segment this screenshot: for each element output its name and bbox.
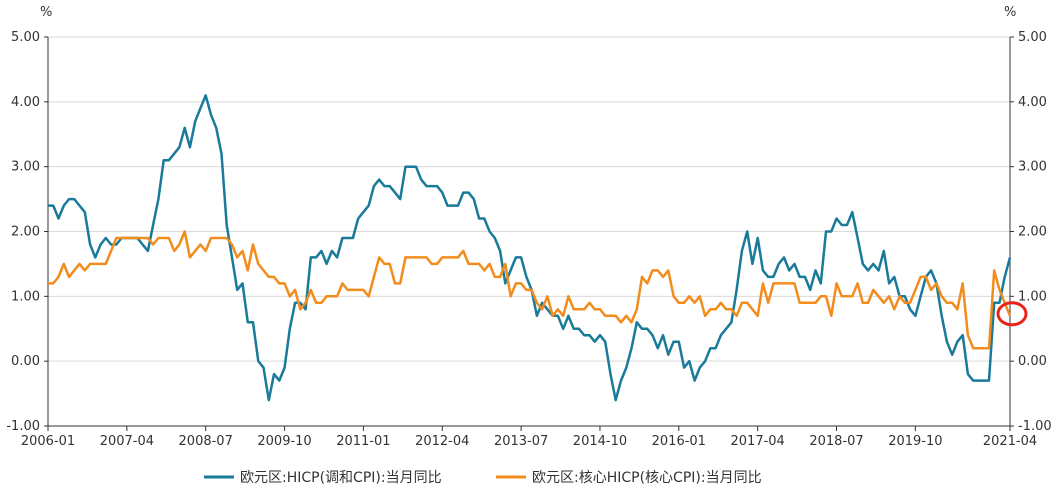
y-unit-left: % <box>40 5 52 20</box>
y-tick-label-right: 1.00 <box>1018 289 1047 304</box>
y-tick-label-left: 3.00 <box>11 160 40 175</box>
x-tick-label: 2018-07 <box>809 434 863 449</box>
y-tick-label-right: 5.00 <box>1018 30 1047 45</box>
y-axis-right: 5.00 4.00 3.00 2.00 1.00 0.00 -1.00 <box>1010 30 1052 434</box>
y-tick-label-right: 0.00 <box>1018 354 1047 369</box>
y-axis-left: 5.00 4.00 3.00 2.00 1.00 0.00 -1.00 <box>6 30 48 434</box>
x-tick-label: 2017-04 <box>731 434 785 449</box>
y-tick-label-right: 3.00 <box>1018 160 1047 175</box>
x-tick-label: 2006-01 <box>21 434 75 449</box>
y-tick-label-left: 0.00 <box>11 354 40 369</box>
x-tick-label: 2009-10 <box>257 434 311 449</box>
y-tick-label-right: -1.00 <box>1018 419 1052 434</box>
series-lines <box>48 94 1012 402</box>
x-tick-label: 2021-04 <box>983 434 1037 449</box>
series-line-core-hicp <box>48 230 1012 350</box>
y-tick-label-left: 5.00 <box>11 30 40 45</box>
y-tick-label-right: 2.00 <box>1018 225 1047 240</box>
y-tick-label-right: 4.00 <box>1018 95 1047 110</box>
legend-label-hicp: 欧元区:HICP(调和CPI):当月同比 <box>240 470 442 486</box>
x-tick-label: 2019-10 <box>888 434 942 449</box>
annotation <box>996 301 1028 327</box>
x-tick-label: 2013-07 <box>494 434 548 449</box>
x-tick-label: 2012-04 <box>415 434 469 449</box>
x-tick-label: 2016-01 <box>652 434 706 449</box>
y-tick-label-left: -1.00 <box>6 419 40 434</box>
x-tick-label: 2011-01 <box>336 434 390 449</box>
y-tick-label-left: 2.00 <box>11 225 40 240</box>
legend-label-core-hicp: 欧元区:核心HICP(核心CPI):当月同比 <box>532 470 762 486</box>
annotation-circle <box>996 301 1028 327</box>
x-axis: 2006-01 2007-04 2008-07 2009-10 2011-01 2012-… <box>21 426 1037 449</box>
y-tick-label-left: 1.00 <box>11 289 40 304</box>
x-tick-label: 2014-10 <box>573 434 627 449</box>
y-unit-right: % <box>1004 5 1016 20</box>
y-tick-label-left: 4.00 <box>11 95 40 110</box>
x-tick-label: 2008-07 <box>179 434 233 449</box>
legend[interactable]: 欧元区:HICP(调和CPI):当月同比 欧元区:核心HICP(核心CPI):当… <box>204 470 762 486</box>
series-line-hicp <box>48 94 1012 402</box>
gridlines <box>48 36 1010 362</box>
x-tick-label: 2007-04 <box>100 434 154 449</box>
